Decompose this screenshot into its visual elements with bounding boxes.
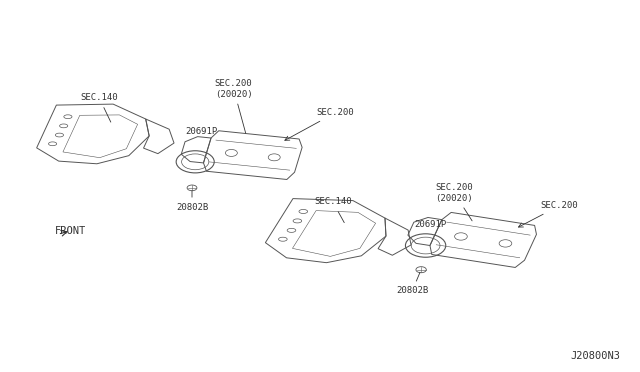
Text: FRONT: FRONT bbox=[55, 226, 86, 236]
Text: SEC.140: SEC.140 bbox=[314, 198, 351, 222]
Text: SEC.140: SEC.140 bbox=[81, 93, 118, 122]
Text: J20800N3: J20800N3 bbox=[571, 351, 621, 361]
Text: SEC.200
(20020): SEC.200 (20020) bbox=[215, 79, 252, 133]
Text: 20691P: 20691P bbox=[415, 220, 447, 229]
Text: 20691P: 20691P bbox=[186, 127, 218, 136]
Text: SEC.200: SEC.200 bbox=[285, 108, 355, 140]
Text: SEC.200: SEC.200 bbox=[518, 201, 579, 227]
Text: 20802B: 20802B bbox=[176, 190, 208, 212]
Ellipse shape bbox=[416, 267, 426, 273]
Ellipse shape bbox=[187, 185, 197, 191]
Text: 20802B: 20802B bbox=[396, 272, 428, 295]
Text: SEC.200
(20020): SEC.200 (20020) bbox=[436, 183, 473, 221]
